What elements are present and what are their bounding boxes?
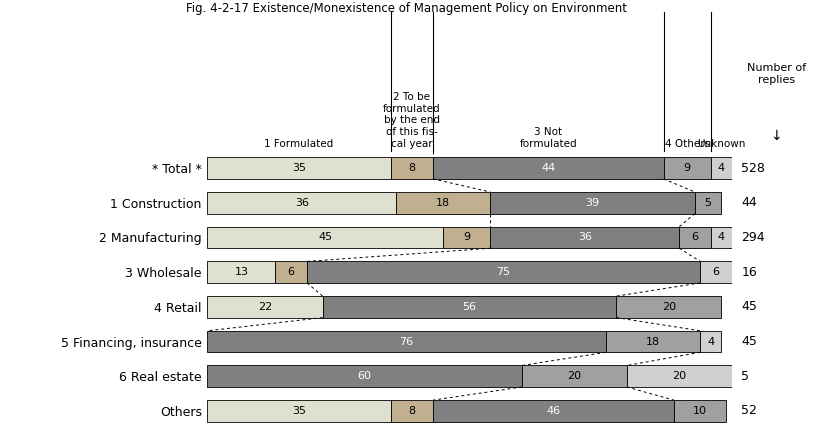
- Text: 36: 36: [578, 232, 592, 243]
- Bar: [522, 365, 627, 387]
- Text: Fig. 4-2-17 Existence/Monexistence of Management Policy on Environment: Fig. 4-2-17 Existence/Monexistence of Ma…: [186, 2, 627, 15]
- Bar: [443, 227, 490, 248]
- Text: 9: 9: [684, 163, 691, 173]
- Text: 35: 35: [292, 406, 306, 416]
- Bar: [606, 331, 700, 352]
- Text: 45: 45: [741, 300, 758, 313]
- Text: 8: 8: [408, 163, 415, 173]
- Text: 56: 56: [463, 302, 476, 312]
- Bar: [711, 227, 732, 248]
- Bar: [663, 157, 711, 179]
- Bar: [396, 192, 490, 214]
- Text: 46: 46: [546, 406, 560, 416]
- Text: 13: 13: [234, 267, 249, 277]
- Bar: [207, 192, 396, 214]
- Text: 8: 8: [408, 406, 415, 416]
- Text: 5: 5: [741, 370, 750, 383]
- Text: 45: 45: [318, 232, 333, 243]
- Bar: [276, 261, 307, 283]
- Text: 20: 20: [672, 371, 686, 381]
- Bar: [207, 227, 443, 248]
- Text: 60: 60: [358, 371, 372, 381]
- Bar: [700, 261, 732, 283]
- Bar: [323, 296, 616, 318]
- Text: 44: 44: [741, 196, 757, 209]
- Text: 22: 22: [258, 302, 272, 312]
- Bar: [616, 296, 721, 318]
- Bar: [674, 400, 727, 422]
- Text: 20: 20: [567, 371, 581, 381]
- Bar: [207, 365, 522, 387]
- Bar: [207, 261, 276, 283]
- Bar: [391, 157, 433, 179]
- Text: 6: 6: [692, 232, 698, 243]
- Text: 76: 76: [399, 336, 414, 347]
- Text: 2 To be
formulated
by the end
of this fis-
cal year: 2 To be formulated by the end of this fi…: [383, 92, 441, 149]
- Text: Unknown: Unknown: [697, 139, 746, 149]
- Bar: [433, 157, 663, 179]
- Text: 16: 16: [741, 266, 757, 279]
- Text: 3 Not
formulated: 3 Not formulated: [520, 127, 577, 149]
- Text: 5: 5: [705, 198, 711, 208]
- Bar: [695, 192, 721, 214]
- Text: 4: 4: [707, 336, 715, 347]
- Text: 4: 4: [718, 163, 724, 173]
- Bar: [207, 296, 323, 318]
- Text: 4: 4: [718, 232, 724, 243]
- Text: 528: 528: [741, 162, 765, 175]
- Text: 52: 52: [741, 404, 758, 417]
- Text: 294: 294: [741, 231, 765, 244]
- Bar: [433, 400, 674, 422]
- Text: 6: 6: [288, 267, 295, 277]
- Bar: [207, 157, 391, 179]
- Text: 75: 75: [497, 267, 511, 277]
- Text: 10: 10: [693, 406, 707, 416]
- Text: 9: 9: [463, 232, 471, 243]
- Bar: [391, 400, 433, 422]
- Text: 39: 39: [585, 198, 600, 208]
- Bar: [627, 365, 732, 387]
- Bar: [700, 331, 721, 352]
- Text: 18: 18: [437, 198, 450, 208]
- Text: 36: 36: [294, 198, 309, 208]
- Text: 18: 18: [646, 336, 660, 347]
- Bar: [207, 400, 391, 422]
- Text: 44: 44: [541, 163, 555, 173]
- Bar: [207, 331, 606, 352]
- Text: 1 Formulated: 1 Formulated: [264, 139, 333, 149]
- Text: 6: 6: [712, 267, 720, 277]
- Bar: [490, 227, 679, 248]
- Text: 20: 20: [662, 302, 676, 312]
- Bar: [490, 192, 695, 214]
- Bar: [679, 227, 711, 248]
- Text: 45: 45: [741, 335, 758, 348]
- Text: 35: 35: [292, 163, 306, 173]
- Text: ↓: ↓: [771, 128, 782, 143]
- Bar: [711, 157, 732, 179]
- Text: 4 Others: 4 Others: [664, 139, 710, 149]
- Bar: [307, 261, 700, 283]
- Text: Number of
replies: Number of replies: [747, 63, 806, 85]
